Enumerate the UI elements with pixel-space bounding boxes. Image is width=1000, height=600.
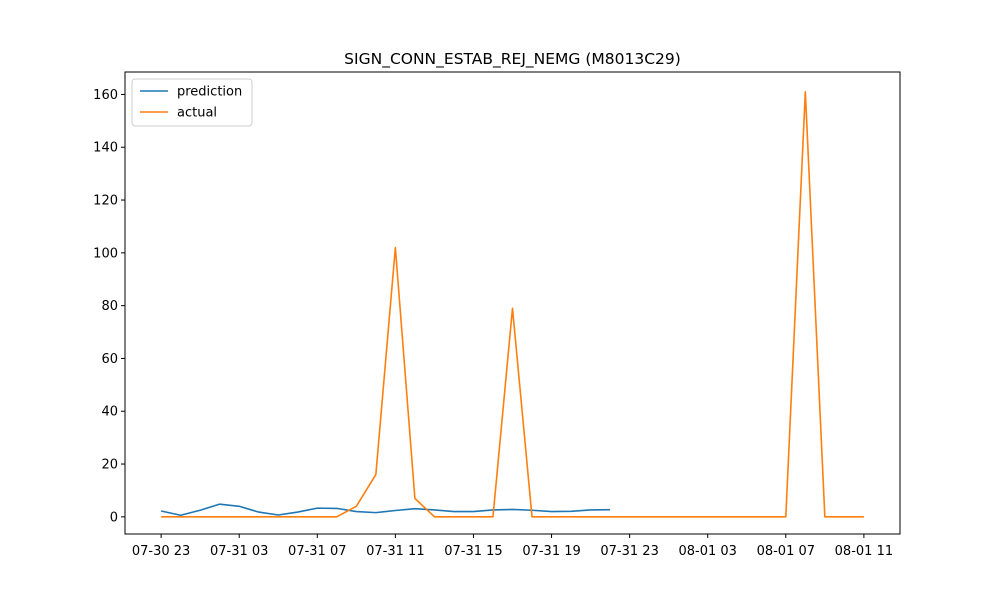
y-tick-label: 0 bbox=[110, 510, 118, 525]
y-tick-label: 20 bbox=[101, 458, 118, 473]
series-line-actual bbox=[161, 91, 864, 518]
y-tick-label: 100 bbox=[93, 246, 118, 261]
y-tick-label: 120 bbox=[93, 194, 118, 209]
legend-label-actual: actual bbox=[177, 106, 217, 121]
y-tick-label: 160 bbox=[93, 88, 118, 103]
x-tick-label: 08-01 03 bbox=[678, 544, 736, 559]
series-lines bbox=[160, 91, 864, 518]
y-tick-label: 60 bbox=[101, 352, 118, 367]
x-tick-label: 07-31 07 bbox=[288, 544, 346, 559]
x-tick-label: 08-01 07 bbox=[757, 544, 815, 559]
y-tick-label: 40 bbox=[101, 405, 118, 420]
x-tick-label: 07-31 11 bbox=[366, 544, 424, 559]
series-line-prediction bbox=[160, 503, 611, 517]
legend: prediction actual bbox=[131, 78, 253, 127]
y-axis: 0 20 40 60 80 100 120 140 160 bbox=[93, 88, 125, 525]
x-tick-label: 07-31 19 bbox=[522, 544, 580, 559]
chart-title: SIGN_CONN_ESTAB_REJ_NEMG (M8013C29) bbox=[344, 50, 681, 69]
plot-area bbox=[124, 71, 901, 535]
x-tick-label: 07-31 23 bbox=[600, 544, 658, 559]
x-axis: 07-30 23 07-31 03 07-31 07 07-31 11 07-31 15… bbox=[132, 534, 893, 559]
x-tick-label: 07-31 03 bbox=[210, 544, 268, 559]
y-tick-label: 80 bbox=[101, 299, 118, 314]
legend-label-prediction: prediction bbox=[177, 85, 242, 100]
x-tick-label: 07-31 15 bbox=[444, 544, 502, 559]
y-tick-label: 140 bbox=[93, 141, 118, 156]
x-tick-label: 07-30 23 bbox=[132, 544, 190, 559]
x-tick-label: 08-01 11 bbox=[835, 544, 893, 559]
